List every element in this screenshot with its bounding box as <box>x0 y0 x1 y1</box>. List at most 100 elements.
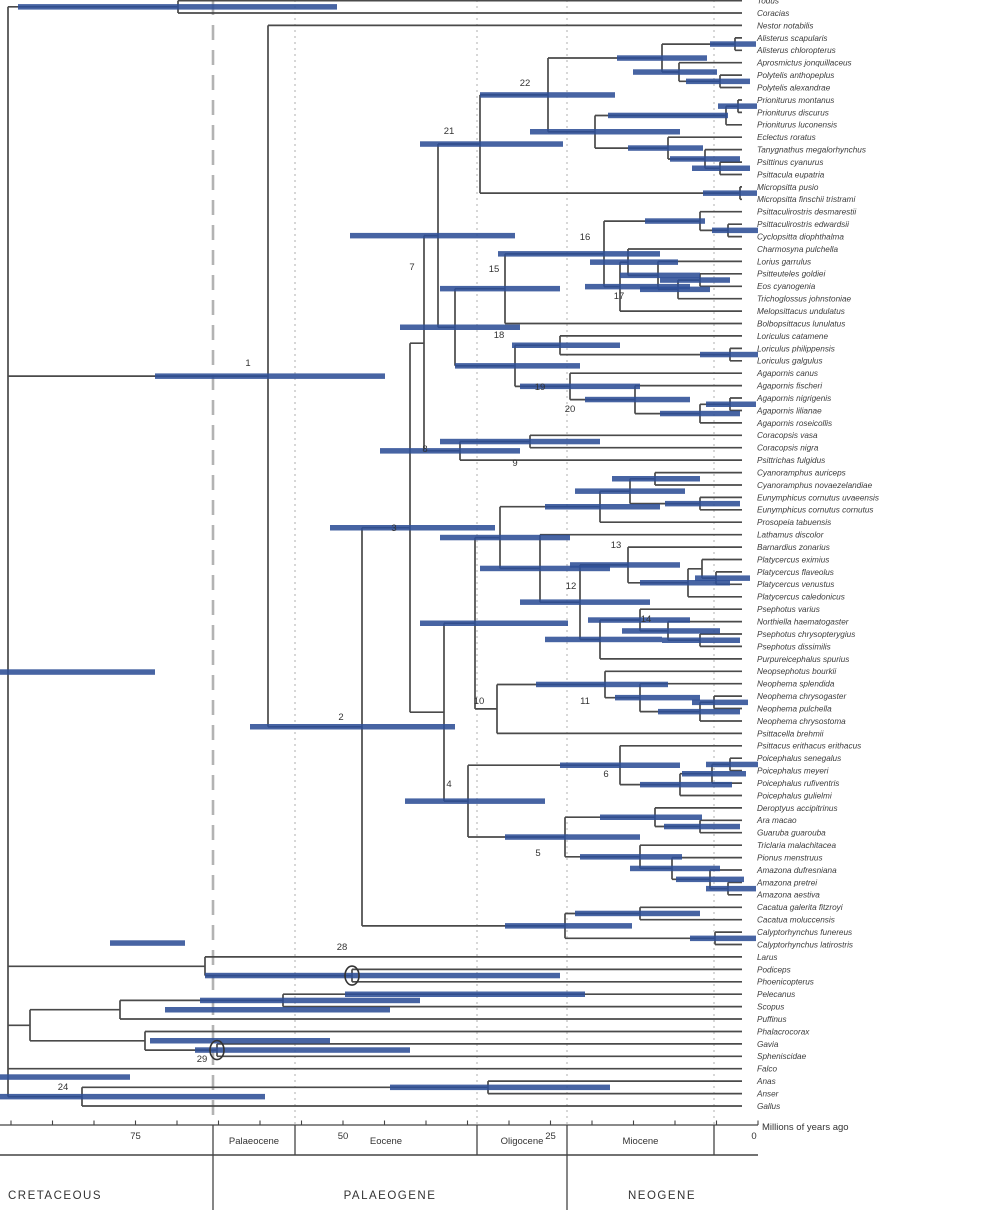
node-number-label: 29 <box>197 1054 208 1065</box>
node-age-credibility-bar <box>706 761 758 768</box>
node-age-credibility-bar <box>712 227 758 234</box>
taxon-label: Loriculus philippensis <box>757 344 835 353</box>
taxon-label: Cacatua moluccensis <box>757 916 835 925</box>
node-age-credibility-bar <box>580 854 682 860</box>
taxon-label: Poicephalus gulielmi <box>757 791 832 800</box>
taxon-label: Eos cyanogenia <box>757 282 816 291</box>
node-age-credibility-bar <box>620 272 700 279</box>
taxon-label: Guaruba guarouba <box>757 829 826 838</box>
taxon-label: Prioniturus montanus <box>757 96 834 105</box>
node-age-credibility-bar <box>380 448 520 454</box>
node-age-credibility-bar <box>505 923 632 929</box>
node-age-credibility-bar <box>110 940 185 946</box>
node-age-credibility-bar <box>530 129 680 135</box>
taxon-labels: Todus Coracias Nestor notabilis Alisterus s… <box>756 0 879 1111</box>
node-age-credibility-bar <box>545 504 660 510</box>
epoch-label: Oligocene <box>501 1136 544 1147</box>
node-age-credibility-bar <box>420 620 568 626</box>
node-age-credibility-bar <box>692 165 750 171</box>
period-label: PALAEOGENE <box>344 1190 437 1202</box>
node-age-credibility-bar <box>665 500 740 507</box>
taxon-label: Calyptorhynchus funereus <box>757 928 852 937</box>
node-age-credibility-bar <box>692 699 748 706</box>
taxon-label: Triclaria malachitacea <box>757 841 836 850</box>
node-number-label: 9 <box>512 458 517 469</box>
axis-unit-label: Millions of years ago <box>762 1122 849 1133</box>
node-age-credibility-bar <box>545 636 662 643</box>
node-number-label: 8 <box>422 444 427 455</box>
taxon-label: Ara macao <box>756 816 797 825</box>
node-number-label: 14 <box>641 614 652 625</box>
taxon-label: Polytelis alexandrae <box>757 83 831 92</box>
taxon-label: Neopsephotus bourkii <box>757 667 836 676</box>
taxon-label: Anas <box>756 1077 776 1086</box>
axis-tick-label: 25 <box>545 1131 556 1142</box>
taxon-label: Psitteuteles goldiei <box>757 270 825 279</box>
taxon-label: Neophema splendida <box>757 680 835 689</box>
node-number-label: 18 <box>494 330 505 341</box>
node-age-credibility-bar <box>617 55 707 61</box>
node-age-credibility-bar <box>695 575 750 581</box>
node-age-credibility-bar <box>664 823 740 830</box>
node-age-credibility-bar <box>710 41 756 47</box>
node-number-label: 13 <box>611 540 622 551</box>
taxon-label: Deroptyus accipitrinus <box>757 804 838 813</box>
node-age-credibility-bar <box>250 724 455 730</box>
node-age-credibility-bar <box>440 438 600 445</box>
node-age-credibility-bar <box>400 324 520 330</box>
taxon-label: Psephotus dissimilis <box>757 642 831 651</box>
node-number-label: 28 <box>337 942 348 953</box>
taxon-label: Agapornis fischeri <box>756 382 822 391</box>
taxon-label: Loriculus catamene <box>757 332 828 341</box>
node-number-label: 24 <box>58 1082 69 1093</box>
node-number-label: 1 <box>245 358 250 369</box>
taxon-label: Larus <box>757 953 777 962</box>
node-age-credibility-bar <box>536 681 668 688</box>
taxon-label: Todus <box>757 0 779 6</box>
period-label: CRETACEOUS <box>8 1190 102 1202</box>
taxon-label: Charmosyna pulchella <box>757 245 838 254</box>
node-age-credibility-bar <box>585 283 690 290</box>
taxon-label: Loriculus galgulus <box>757 357 823 366</box>
node-age-credibility-bar <box>686 78 750 85</box>
node-age-credibility-bar <box>200 997 420 1004</box>
taxon-label: Alisterus scapularis <box>756 34 828 43</box>
node-number-label: 16 <box>580 232 591 243</box>
taxon-label: Podiceps <box>757 965 791 974</box>
taxon-label: Micropsitta pusio <box>757 183 819 192</box>
taxon-label: Poicephalus meyeri <box>757 767 829 776</box>
taxon-label: Psittaculirostris edwardsii <box>757 220 849 229</box>
taxon-label: Eunymphicus cornutus uvaeensis <box>757 493 879 502</box>
node-age-credibility-bar <box>505 834 640 840</box>
node-number-label: 6 <box>603 769 608 780</box>
node-age-credibility-bar <box>390 1084 610 1091</box>
taxon-label: Falco <box>757 1065 777 1074</box>
taxon-label: Psittrichas fulgidus <box>757 456 825 465</box>
taxon-label: Agapornis lilianae <box>756 406 822 415</box>
node-age-credibility-bar <box>670 156 740 162</box>
node-age-credibility-bar <box>658 708 740 715</box>
taxon-label: Psittacella brehmii <box>757 729 824 738</box>
period-label: NEOGENE <box>628 1190 696 1202</box>
node-number-label: 5 <box>535 848 540 859</box>
taxon-label: Spheniscidae <box>757 1052 807 1061</box>
node-age-credibility-bar <box>575 910 700 917</box>
taxon-label: Anser <box>756 1090 779 1099</box>
epoch-label: Miocene <box>623 1136 659 1147</box>
node-age-credibility-bar <box>440 285 560 292</box>
node-age-credibility-bar <box>150 1038 330 1044</box>
taxon-label: Psittacula eupatria <box>757 170 825 179</box>
taxon-label: Platycercus eximius <box>757 555 829 564</box>
taxon-label: Gavia <box>757 1040 779 1049</box>
taxon-label: Trichoglossus johnstoniae <box>757 295 852 304</box>
taxon-label: Phoenicopterus <box>757 978 814 987</box>
node-number-label: 2 <box>338 712 343 723</box>
node-age-credibility-bar <box>0 669 155 675</box>
taxon-label: Agapornis canus <box>756 369 818 378</box>
taxon-label: Poicephalus rufiventris <box>757 779 839 788</box>
fossil-calibration-circle-icon <box>209 1039 225 1061</box>
taxon-label: Agapornis roseicollis <box>756 419 832 428</box>
epoch-label: Eocene <box>370 1136 402 1147</box>
